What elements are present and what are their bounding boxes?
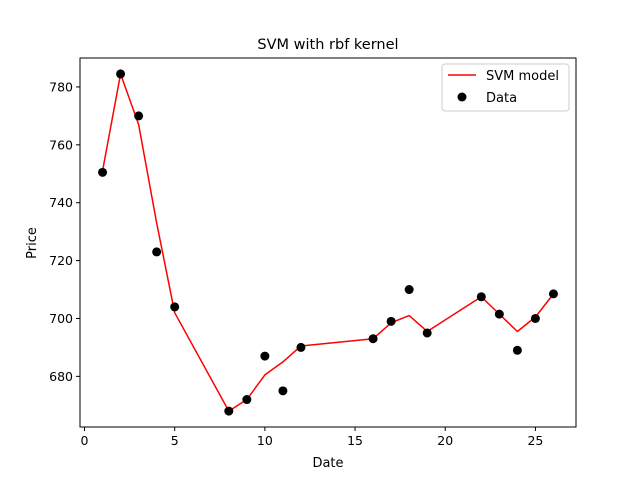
plot-frame: [79, 57, 577, 428]
y-tick-label: 720: [49, 253, 73, 268]
y-tick-label: 700: [49, 311, 73, 326]
y-tick-label: 780: [49, 79, 73, 94]
data-point: [404, 285, 414, 295]
data-point: [170, 302, 180, 312]
data-point: [386, 316, 396, 326]
data-point: [278, 386, 288, 396]
series-layer: [98, 69, 558, 416]
y-axis-label: Price: [25, 227, 40, 259]
data-point: [368, 334, 378, 344]
y-tick-label: 740: [49, 195, 73, 210]
data-point: [98, 167, 108, 177]
data-point: [548, 289, 558, 299]
y-tick-label: 680: [49, 369, 73, 384]
x-tick-label: 25: [527, 433, 543, 448]
data-point: [260, 351, 270, 361]
legend-label-svm-model: SVM model: [486, 69, 559, 84]
data-point: [494, 309, 504, 319]
x-tick-label: 20: [437, 433, 453, 448]
x-tick-label: 0: [81, 433, 89, 448]
data-point: [512, 345, 522, 355]
data-point: [116, 69, 126, 79]
legend-swatch-data: [457, 92, 467, 102]
x-tick-label: 15: [347, 433, 363, 448]
data-point: [152, 247, 162, 257]
data-point: [422, 328, 432, 338]
x-tick-label: 10: [257, 433, 273, 448]
legend-label-data: Data: [486, 91, 517, 106]
data-point: [296, 342, 306, 352]
plot-background: [80, 58, 576, 427]
ticks-layer: 0 5 10 15 20 25 680 700 720 740 760 780: [49, 79, 543, 448]
chart-title: SVM with rbf kernel: [257, 37, 398, 53]
data-point: [476, 292, 486, 302]
data-point: [530, 313, 540, 323]
x-axis-label: Date: [312, 456, 343, 471]
legend: SVM model Data: [441, 63, 570, 112]
y-tick-label: 760: [49, 137, 73, 152]
data-point: [224, 406, 234, 416]
x-tick-label: 5: [171, 433, 179, 448]
data-point: [134, 111, 144, 121]
plot-area: 0 5 10 15 20 25 680 700 720 740 760 780: [49, 57, 577, 448]
data-point: [242, 395, 252, 405]
